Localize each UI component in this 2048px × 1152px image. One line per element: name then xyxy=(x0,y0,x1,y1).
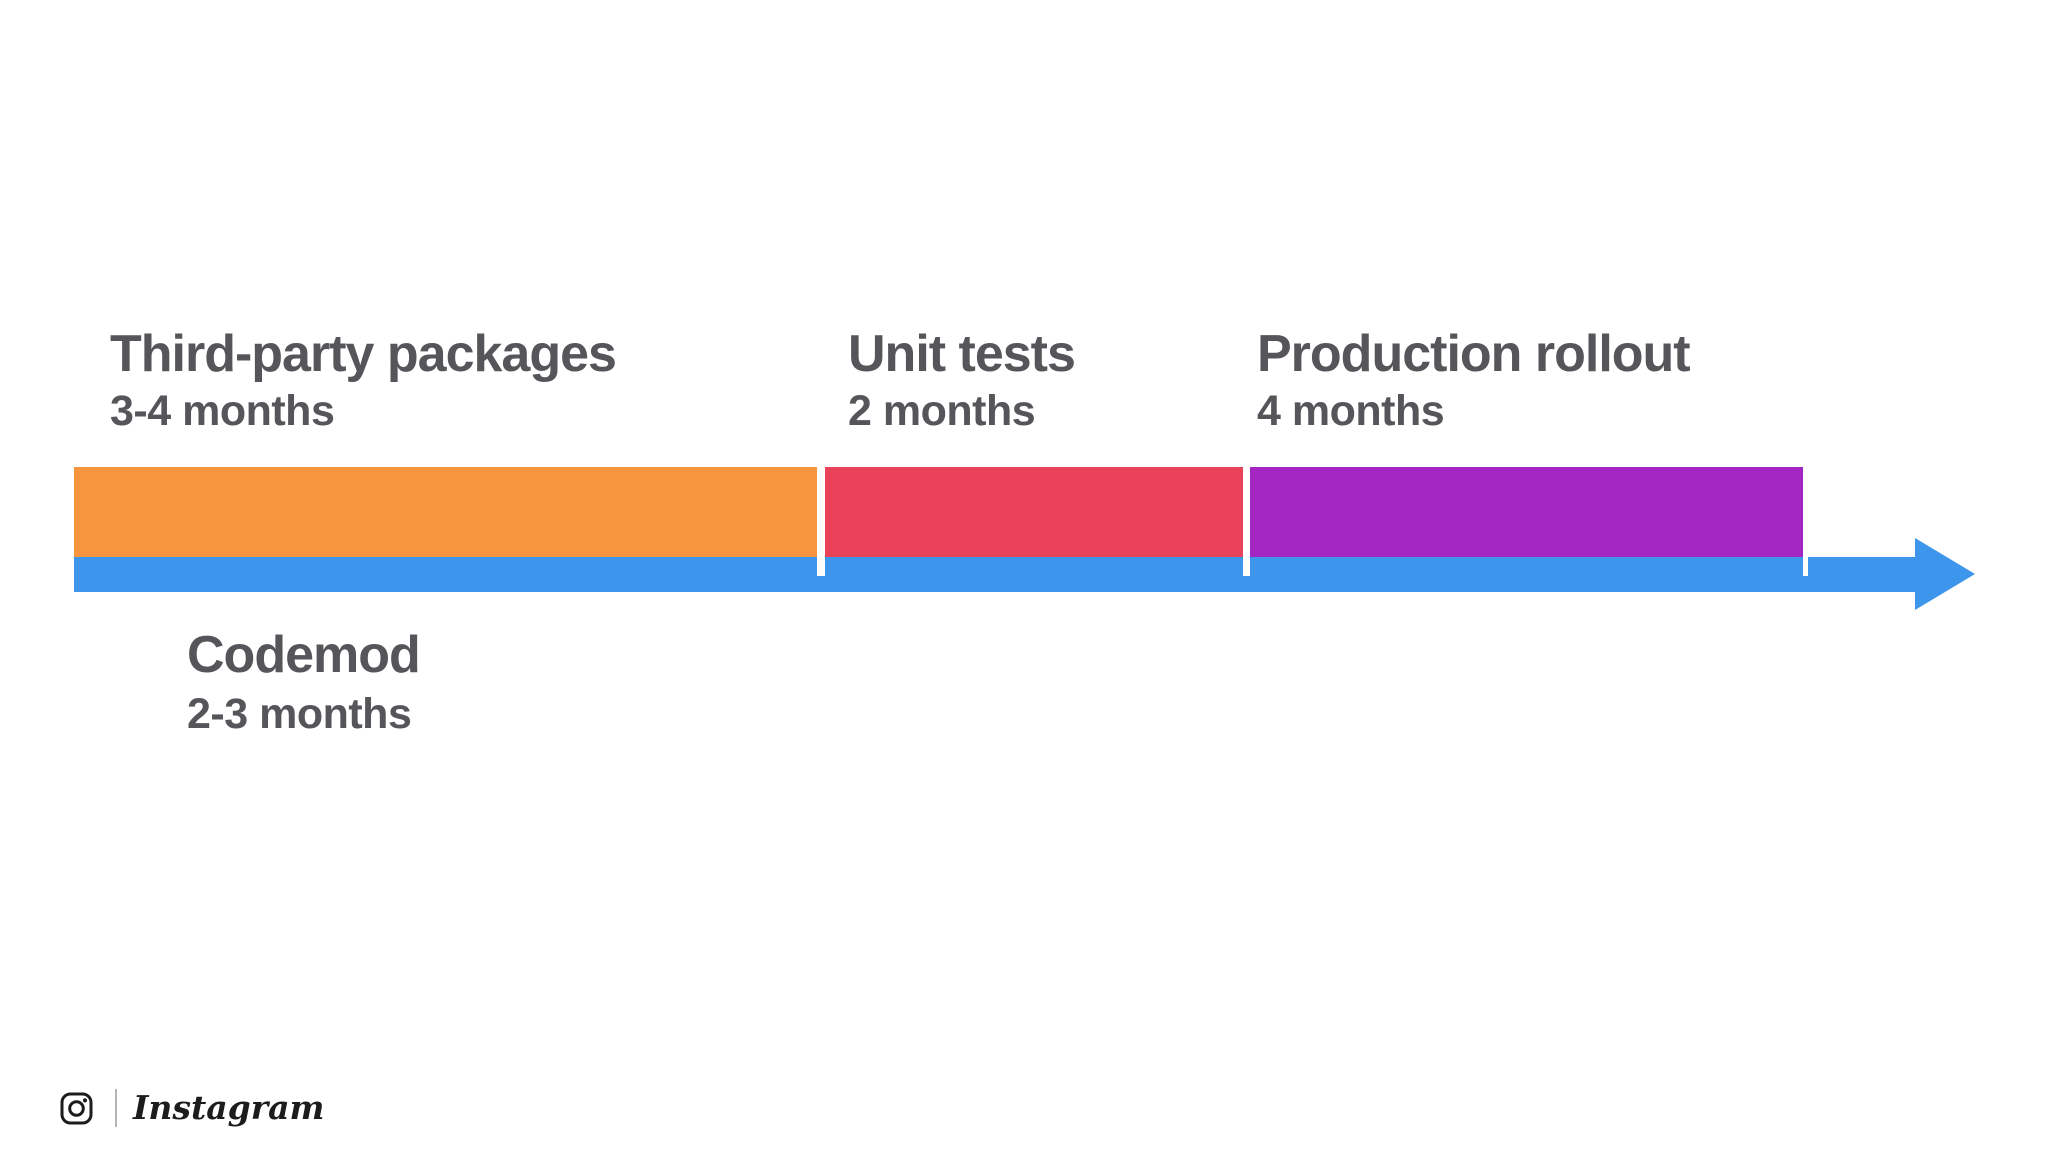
phase-duration: 3-4 months xyxy=(110,387,335,435)
segment-divider-tick xyxy=(817,557,825,576)
phase-duration: 4 months xyxy=(1257,387,1445,435)
timeline-segment-third-party-packages xyxy=(74,467,817,557)
phase-name: Unit tests xyxy=(848,325,1076,383)
segment-divider-tick xyxy=(1243,557,1250,576)
footer-divider xyxy=(115,1089,117,1127)
footer-brand: Instagram xyxy=(60,1088,324,1128)
timeline-arrow-head xyxy=(1915,538,1975,610)
phase-label-codemod: Codemod 2-3 months xyxy=(187,626,421,738)
phase-label-third-party-packages: Third-party packages 3-4 months xyxy=(110,325,617,435)
phase-label-unit-tests: Unit tests 2 months xyxy=(848,325,1076,435)
phase-label-production-rollout: Production rollout 4 months xyxy=(1257,325,1691,435)
phase-duration: 2-3 months xyxy=(187,690,412,738)
phase-name: Third-party packages xyxy=(110,325,617,383)
phase-name: Codemod xyxy=(187,626,421,684)
instagram-wordmark: Instagram xyxy=(133,1088,325,1127)
phase-duration: 2 months xyxy=(848,387,1036,435)
timeline-segment-production-rollout xyxy=(1250,467,1803,557)
segment-divider-tick xyxy=(1803,557,1808,576)
phase-name: Production rollout xyxy=(1257,325,1691,383)
timeline-arrow-bar xyxy=(74,557,1915,592)
instagram-camera-icon xyxy=(60,1092,93,1124)
timeline-segment-unit-tests xyxy=(825,467,1243,557)
